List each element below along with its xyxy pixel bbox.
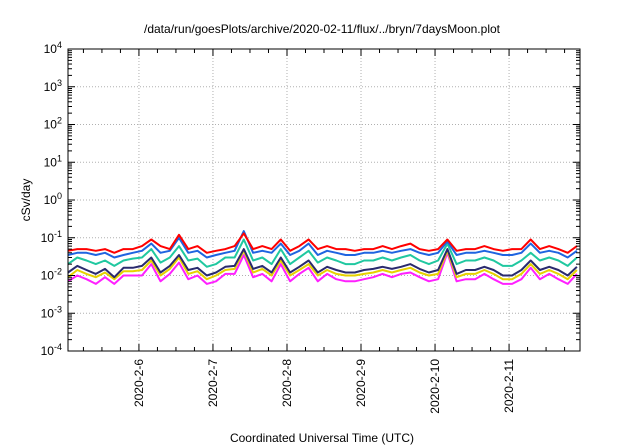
series-group (67, 230, 578, 285)
x-tick-labels: 2020-2-6 2020-2-7 2020-2-8 2020-2-9 2020-2-1… (132, 359, 516, 414)
x-tick-label: 2020-2-6 (132, 359, 146, 407)
x-axis-label: Coordinated Universal Time (UTC) (230, 431, 414, 445)
series-line (67, 238, 578, 268)
y-tick-label: 103 (44, 78, 62, 94)
grid (68, 49, 580, 351)
y-tick-label: 10-3 (41, 304, 62, 320)
y-tick-label: 10-1 (41, 229, 62, 245)
series-line (67, 249, 578, 281)
y-tick-label: 100 (44, 191, 62, 207)
x-tick-label: 2020-2-9 (354, 359, 368, 407)
x-tick-label: 2020-2-10 (428, 359, 442, 414)
series-line (67, 232, 578, 254)
x-tick-label: 2020-2-11 (502, 359, 516, 413)
x-tick-label: 2020-2-8 (280, 359, 294, 407)
y-tick-label: 102 (44, 116, 62, 132)
y-tick-label: 104 (44, 40, 62, 56)
y-tick-label: 101 (44, 153, 62, 169)
chart-title: /data/run/goesPlots/archive/2020-02-11/f… (144, 22, 501, 36)
ticks (68, 48, 580, 352)
y-tick-label: 10-4 (41, 342, 62, 358)
y-tick-label: 10-2 (41, 267, 62, 283)
y-axis-label: cSv/day (19, 179, 33, 222)
series-line (67, 248, 578, 279)
series-line (67, 230, 578, 259)
plot-frame (67, 48, 581, 352)
series-line (67, 251, 578, 285)
y-tick-labels: 10-4 10-3 10-2 10-1 100 101 102 103 104 (41, 40, 62, 358)
x-tick-label: 2020-2-7 (206, 359, 220, 407)
